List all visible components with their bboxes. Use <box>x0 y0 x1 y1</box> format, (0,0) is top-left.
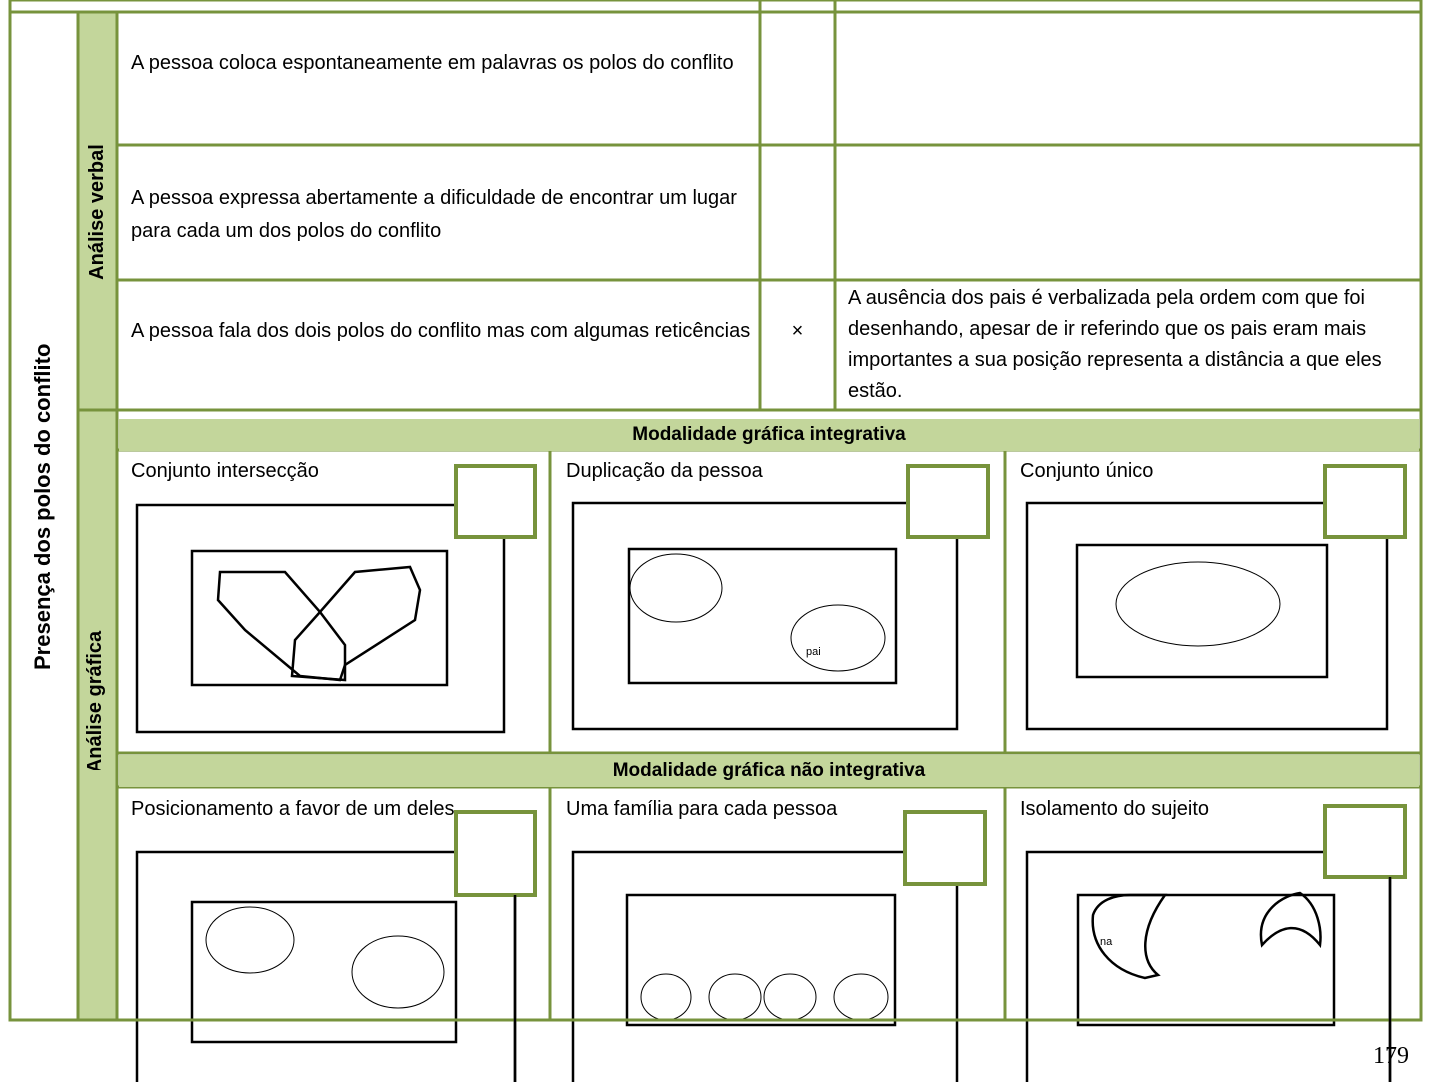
criterion: A pessoa coloca espontaneamente em palav… <box>131 52 734 74</box>
item-label: Duplicação da pessoa <box>566 460 763 482</box>
drawing-label: pai <box>806 646 821 658</box>
mark: × <box>791 320 804 342</box>
label-clip: Análise gráfica <box>78 620 117 770</box>
criterion: A pessoa fala dos dois polos do conflito… <box>131 320 751 342</box>
drawing-label: na <box>1100 936 1113 948</box>
item-label: Isolamento do sujeito <box>1020 798 1210 820</box>
page-number: 179 <box>1373 1043 1409 1069</box>
section-title: Modalidade gráfica não integrativa <box>119 755 1419 787</box>
label-clip: Análise verbal <box>78 145 117 280</box>
note: A ausência dos pais é verbalizada pela o… <box>848 287 1382 402</box>
verbal-label: Análise verbal <box>86 145 108 280</box>
graphic-label: Análise gráfica <box>84 630 106 770</box>
item-label: Uma família para cada pessoa <box>566 798 838 820</box>
side-label: Presença dos polos do conflito <box>30 343 55 670</box>
section-title: Modalidade gráfica integrativa <box>119 419 1419 451</box>
criterion: A pessoa expressa abertamente a dificuld… <box>131 187 737 242</box>
item-label: Posicionamento a favor de um deles <box>131 798 455 820</box>
item-label: Conjunto único <box>1020 460 1154 482</box>
item-label: Conjunto intersecção <box>131 460 319 482</box>
